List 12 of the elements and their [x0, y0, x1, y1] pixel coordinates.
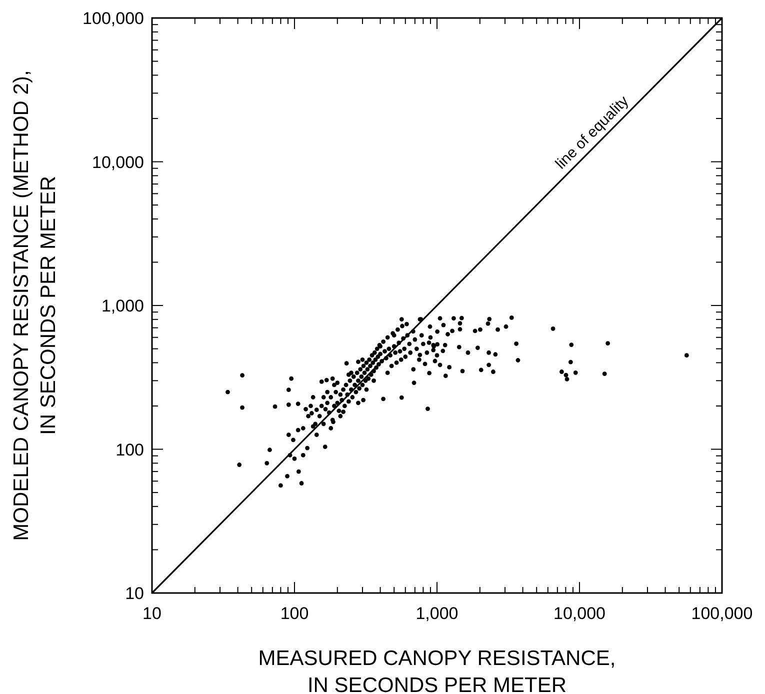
y-tick-label: 1,000 — [101, 296, 144, 316]
x-tick-label: 100,000 — [691, 604, 753, 623]
x-axis-title: MEASURED CANOPY RESISTANCE, IN SECONDS PER METER — [258, 647, 616, 694]
y-axis-title: MODELED CANOPY RESISTANCE (METHOD 2), IN SECONDS PER METER — [10, 70, 60, 541]
x-tick-label: 1,000 — [416, 604, 458, 623]
y-tick-label: 10 — [125, 584, 144, 603]
y-tick-label: 100,000 — [82, 9, 144, 28]
y-tick-label: 100 — [116, 440, 144, 460]
y-tick-label: 10,000 — [92, 152, 144, 172]
x-tick-label: 10 — [142, 604, 162, 623]
x-tick-label: 10,000 — [554, 604, 606, 623]
x-tick-label: 100 — [280, 604, 309, 623]
